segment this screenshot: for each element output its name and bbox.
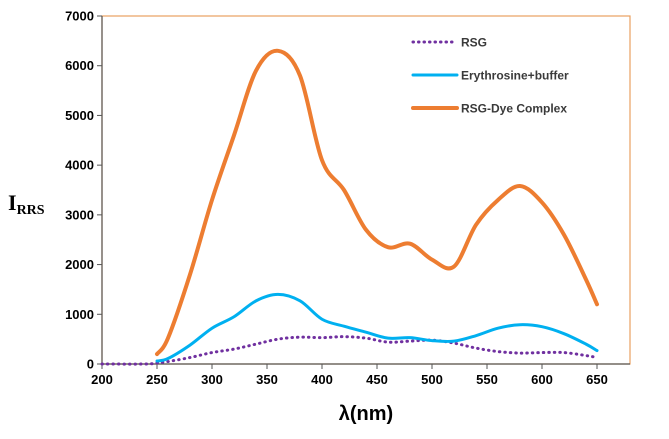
- y-tick-label: 7000: [65, 9, 94, 24]
- x-axis: 200 250 300 350 400 450 500 550 600 650: [91, 363, 630, 387]
- legend: RSG Erythrosine+buffer RSG-Dye Complex: [411, 36, 569, 116]
- x-axis-label: λ(nm): [339, 403, 393, 425]
- series-line-rsg-dye-complex: [155, 48, 599, 357]
- y-axis-label-main: I: [8, 190, 17, 215]
- x-tick-label: 650: [586, 372, 608, 387]
- x-tick-label: 600: [531, 372, 553, 387]
- y-tick-label: 4000: [65, 158, 94, 173]
- legend-label: RSG-Dye Complex: [461, 102, 567, 116]
- y-tick-label: 5000: [65, 108, 94, 123]
- x-tick-label: 500: [421, 372, 443, 387]
- y-tick-label: 3000: [65, 207, 94, 222]
- legend-label: RSG: [461, 36, 487, 50]
- x-tick-label: 450: [366, 372, 388, 387]
- y-axis-label: IRRS: [8, 190, 45, 218]
- series-layer: [100, 48, 599, 366]
- x-tick-label: 550: [476, 372, 498, 387]
- y-axis-label-subscript: RRS: [17, 203, 45, 218]
- x-tick-label: 400: [311, 372, 333, 387]
- x-tick-label: 300: [201, 372, 223, 387]
- y-axis: 0 1000 2000 3000 4000 5000 6000 7000: [65, 9, 103, 372]
- y-tick-label: 1000: [65, 307, 94, 322]
- series-line-rsg: [100, 335, 599, 366]
- x-tick-label: 200: [91, 372, 113, 387]
- series-line-erythrosine-buffer: [155, 292, 599, 363]
- x-tick-label: 350: [256, 372, 278, 387]
- y-tick-label: 6000: [65, 58, 94, 73]
- y-tick-label: 0: [87, 357, 94, 372]
- legend-label: Erythrosine+buffer: [461, 69, 569, 83]
- x-tick-label: 250: [146, 372, 168, 387]
- y-tick-label: 2000: [65, 257, 94, 272]
